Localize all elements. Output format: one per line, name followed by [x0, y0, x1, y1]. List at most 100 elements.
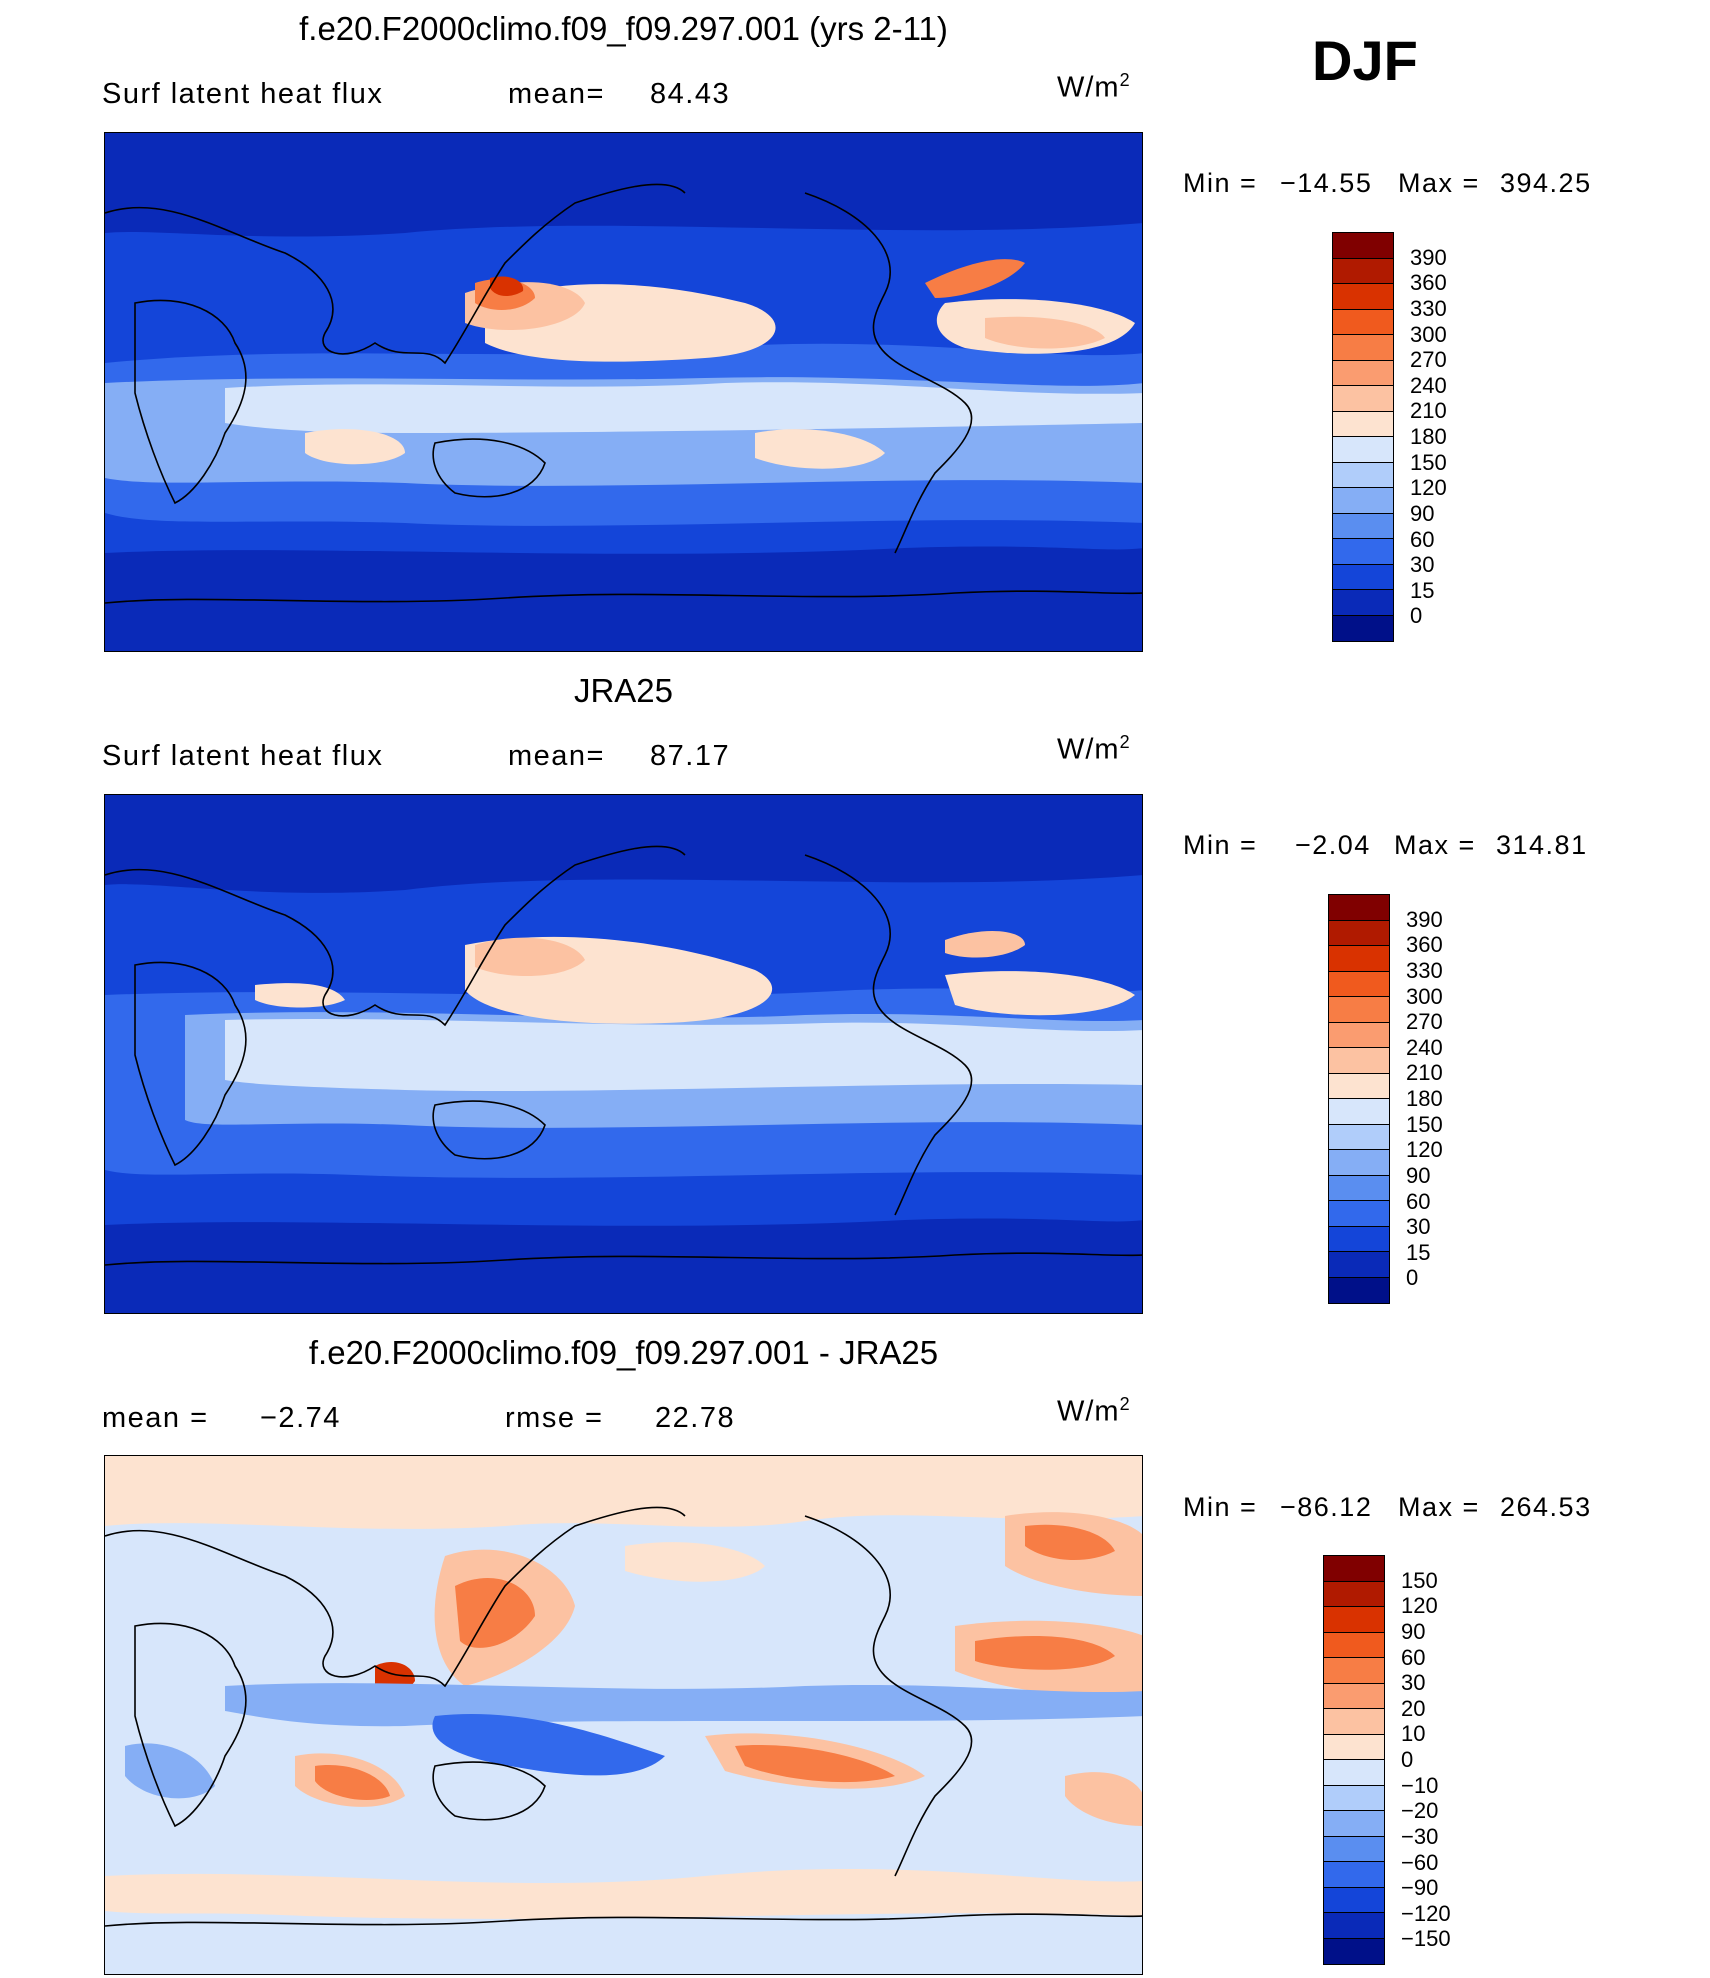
colorbar-swatch	[1333, 615, 1393, 641]
coast-antarctica	[105, 1252, 1142, 1266]
coastlines	[105, 183, 1142, 604]
colorbar-swatch	[1329, 1277, 1389, 1303]
unit-superscript: 2	[1119, 732, 1131, 752]
colorbar-tick-label: 390	[1406, 906, 1443, 932]
colorbar-tick-label: 150	[1406, 1111, 1443, 1137]
coast-australia	[432, 438, 546, 498]
colorbar-swatch	[1329, 1022, 1389, 1048]
panel-1-colorbar	[1332, 232, 1394, 642]
colorbar-tick-label: 360	[1410, 270, 1447, 296]
colorbar-tick-label: 240	[1406, 1034, 1443, 1060]
panel-1-mean-label: mean=	[508, 78, 605, 110]
field-orange-1	[1025, 1524, 1115, 1561]
coast-africa	[134, 299, 247, 505]
field-peach-2	[105, 1869, 1142, 1919]
colorbar-swatch	[1329, 1073, 1389, 1099]
field-blob-3	[945, 971, 1135, 1016]
colorbar-swatch	[1329, 895, 1389, 921]
panel-3-max-label: Max =	[1398, 1492, 1480, 1522]
colorbar-tick-label: 30	[1410, 552, 1435, 578]
colorbar-swatch	[1324, 1887, 1384, 1913]
field-blue-band	[225, 1683, 1142, 1727]
panel-1-min-label: Min =	[1183, 168, 1258, 198]
colorbar-swatch	[1333, 488, 1393, 514]
colorbar-swatch	[1324, 1938, 1384, 1964]
unit-text: W/m	[1057, 71, 1120, 104]
field-peach-3	[625, 1542, 765, 1582]
colorbar-swatch	[1324, 1836, 1384, 1862]
colorbar-tick-label: 270	[1406, 1009, 1443, 1035]
field-orange-3	[455, 1577, 535, 1648]
panel-3-min-label: Min =	[1183, 1492, 1258, 1522]
field-orange-2	[975, 1636, 1115, 1670]
colorbar-swatch	[1324, 1556, 1384, 1582]
colorbar-tick-label: 180	[1406, 1086, 1443, 1111]
panel-3-rmse-value: 22.78	[655, 1402, 736, 1434]
panel-2-max-value: 314.81	[1496, 830, 1588, 860]
colorbar-tick-label: 210	[1406, 1060, 1443, 1086]
colorbar-swatch	[1329, 1226, 1389, 1252]
coast-africa	[134, 961, 247, 1167]
colorbar-swatch	[1324, 1581, 1384, 1607]
field-peach-1	[105, 1456, 1142, 1529]
coast-australia	[432, 1761, 546, 1821]
panel-3-mean-value: −2.74	[260, 1402, 341, 1434]
colorbar-tick-label: 150	[1410, 449, 1447, 475]
coast-australia	[432, 1100, 546, 1160]
colorbar-swatch	[1329, 1201, 1389, 1227]
colorbar-swatch	[1329, 971, 1389, 997]
colorbar-swatch	[1333, 411, 1393, 437]
colorbar-swatch	[1329, 1252, 1389, 1278]
colorbar-tick-label: −120	[1401, 1900, 1451, 1926]
colorbar-swatch	[1333, 590, 1393, 616]
colorbar-tick-label: 240	[1410, 372, 1447, 398]
panel-2-mean-value: 87.17	[650, 740, 731, 772]
panel-3-map	[104, 1455, 1143, 1975]
coast-antarctica	[105, 1913, 1142, 1927]
coast-eurasia	[105, 845, 686, 1027]
field-blob-7	[925, 259, 1025, 298]
field-orange-4	[735, 1745, 895, 1783]
coast-americas	[804, 854, 973, 1216]
colorbar-swatch	[1333, 360, 1393, 386]
field-blob-6	[985, 316, 1105, 349]
colorbar-tick-label: −30	[1401, 1823, 1439, 1849]
field-blue-2	[432, 1714, 665, 1776]
colorbar-tick-label: 0	[1406, 1265, 1419, 1291]
colorbar-tick-label: 330	[1410, 295, 1447, 321]
field-salmon-6	[1065, 1772, 1142, 1826]
colorbar-swatch	[1333, 462, 1393, 488]
panel-1-max-value: 394.25	[1500, 168, 1592, 198]
coast-africa	[134, 1622, 247, 1828]
colorbar-swatch	[1329, 1124, 1389, 1150]
colorbar-tick-label: 15	[1410, 577, 1435, 603]
panel-2-min-value: −2.04	[1295, 830, 1371, 860]
colorbar-tick-label: −60	[1401, 1849, 1439, 1875]
colorbar-tick-label: 270	[1410, 347, 1447, 373]
colorbar-tick-label: 30	[1406, 1214, 1431, 1240]
panel-3-rmse-label: rmse =	[505, 1402, 604, 1434]
colorbar-tick-label: −90	[1401, 1875, 1439, 1901]
colorbar-tick-label: 210	[1410, 398, 1447, 424]
colorbar-swatch	[1333, 513, 1393, 539]
field-blob-4	[490, 276, 524, 297]
colorbar-tick-label: 120	[1410, 475, 1447, 501]
colorbar-tick-label: 150	[1401, 1567, 1438, 1593]
polar-band-south	[105, 1218, 1142, 1313]
polar-band-south	[105, 546, 1142, 651]
field-blob-4	[945, 930, 1025, 958]
colorbar-tick-label: 300	[1410, 321, 1447, 347]
colorbar-tick-label: 15	[1406, 1239, 1431, 1265]
colorbar-swatch	[1324, 1658, 1384, 1684]
unit-superscript: 2	[1119, 1394, 1131, 1414]
field-orange-5	[315, 1765, 390, 1801]
colorbar-tick-label: −10	[1401, 1772, 1439, 1798]
panel-3-title: f.e20.F2000climo.f09_f09.297.001 - JRA25	[308, 1334, 939, 1371]
unit-text: W/m	[1057, 1395, 1120, 1428]
colorbar-swatch	[1324, 1760, 1384, 1786]
panel-1-min-value: −14.55	[1280, 168, 1373, 198]
panel-2-min-label: Min =	[1183, 830, 1258, 860]
colorbar-tick-label: 60	[1410, 526, 1435, 552]
colorbar-swatch	[1324, 1785, 1384, 1811]
field-band-3	[225, 1018, 1142, 1092]
